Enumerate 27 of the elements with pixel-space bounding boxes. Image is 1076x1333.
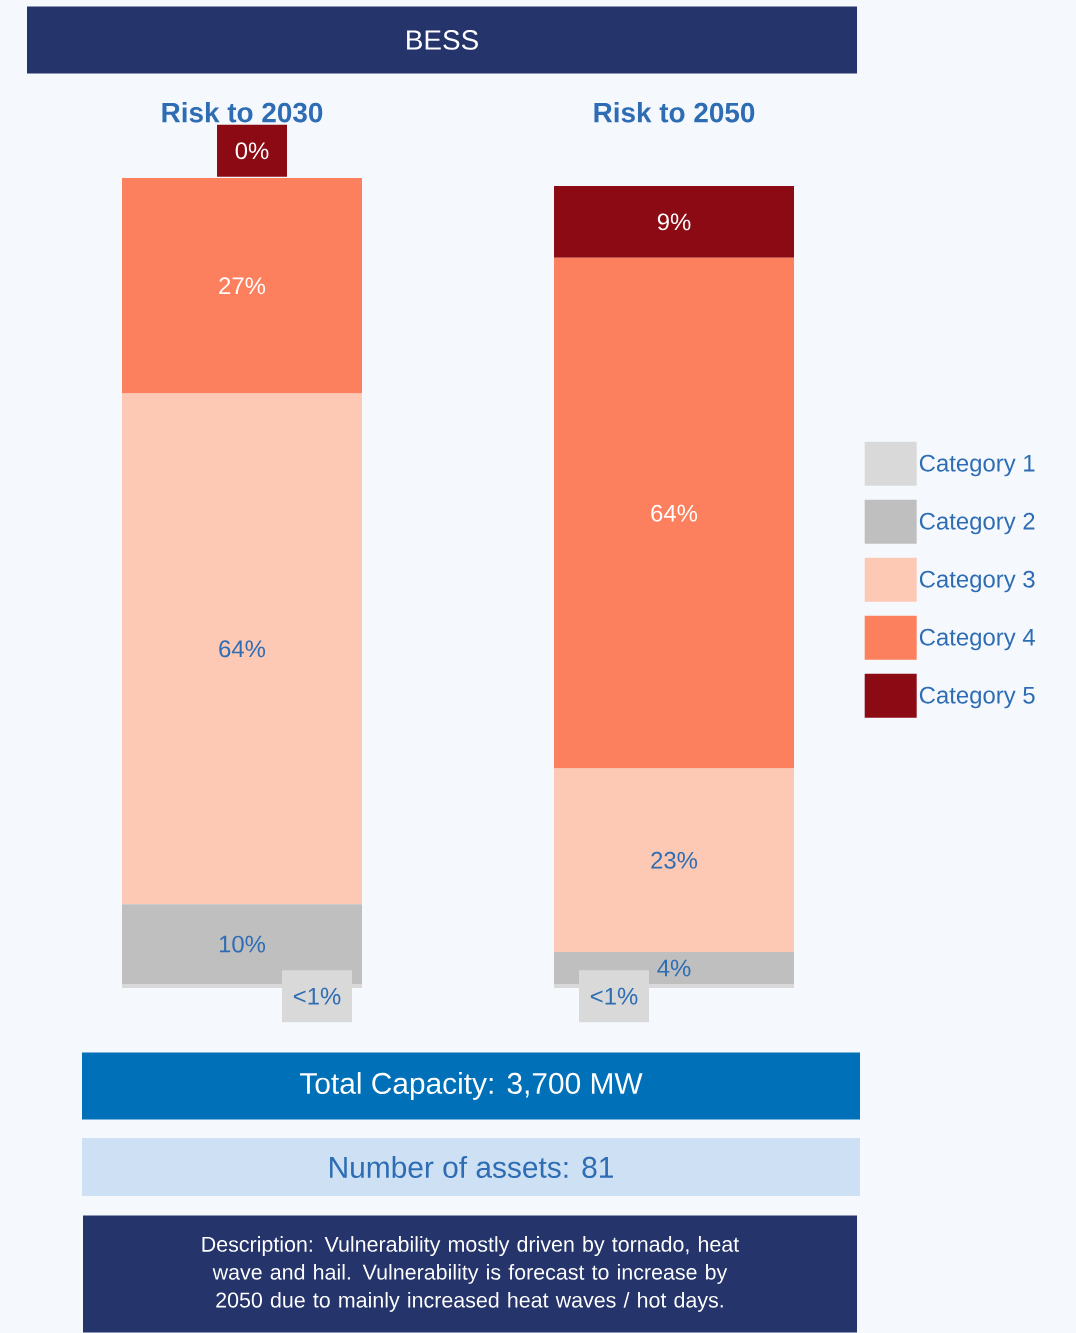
data-label: 9% — [657, 213, 691, 231]
bar — [554, 257, 795, 769]
data-label: 27% — [219, 277, 266, 295]
data-label: 4% — [657, 959, 691, 977]
data-label: 64% — [651, 504, 698, 522]
legend-label: Category 3 — [919, 570, 1035, 593]
data-label: 10% — [219, 935, 266, 953]
bar — [122, 904, 363, 984]
data-label: 64% — [219, 640, 266, 658]
text: Description: Vulnerability mostly driven by tornado, heat wave and hail. Vulnerability is forecast to increase by 2050 due to mainly increased heat waves / hot days. — [202, 1236, 740, 1312]
chart-title: BESS — [407, 30, 478, 50]
bar — [122, 393, 363, 905]
data-label: 0% — [235, 142, 269, 160]
bar — [554, 185, 795, 258]
bar — [122, 177, 363, 394]
legend-label: Category 2 — [919, 512, 1035, 535]
bar — [554, 768, 795, 953]
legend-label: Category 4 — [919, 628, 1035, 651]
data-label: <1% — [590, 987, 638, 1005]
data-label: <1% — [293, 987, 341, 1005]
text: Total Capacity: 3,700 MW — [300, 1072, 643, 1100]
legend-label: Category 1 — [919, 454, 1035, 477]
x-tick-label: Risk to 2050 — [594, 101, 755, 123]
x-tick-label: Risk to 2030 — [162, 101, 323, 123]
data-label: 23% — [651, 851, 698, 869]
legend-label: Category 5 — [919, 686, 1035, 709]
text: Number of assets: 81 — [330, 1156, 613, 1178]
